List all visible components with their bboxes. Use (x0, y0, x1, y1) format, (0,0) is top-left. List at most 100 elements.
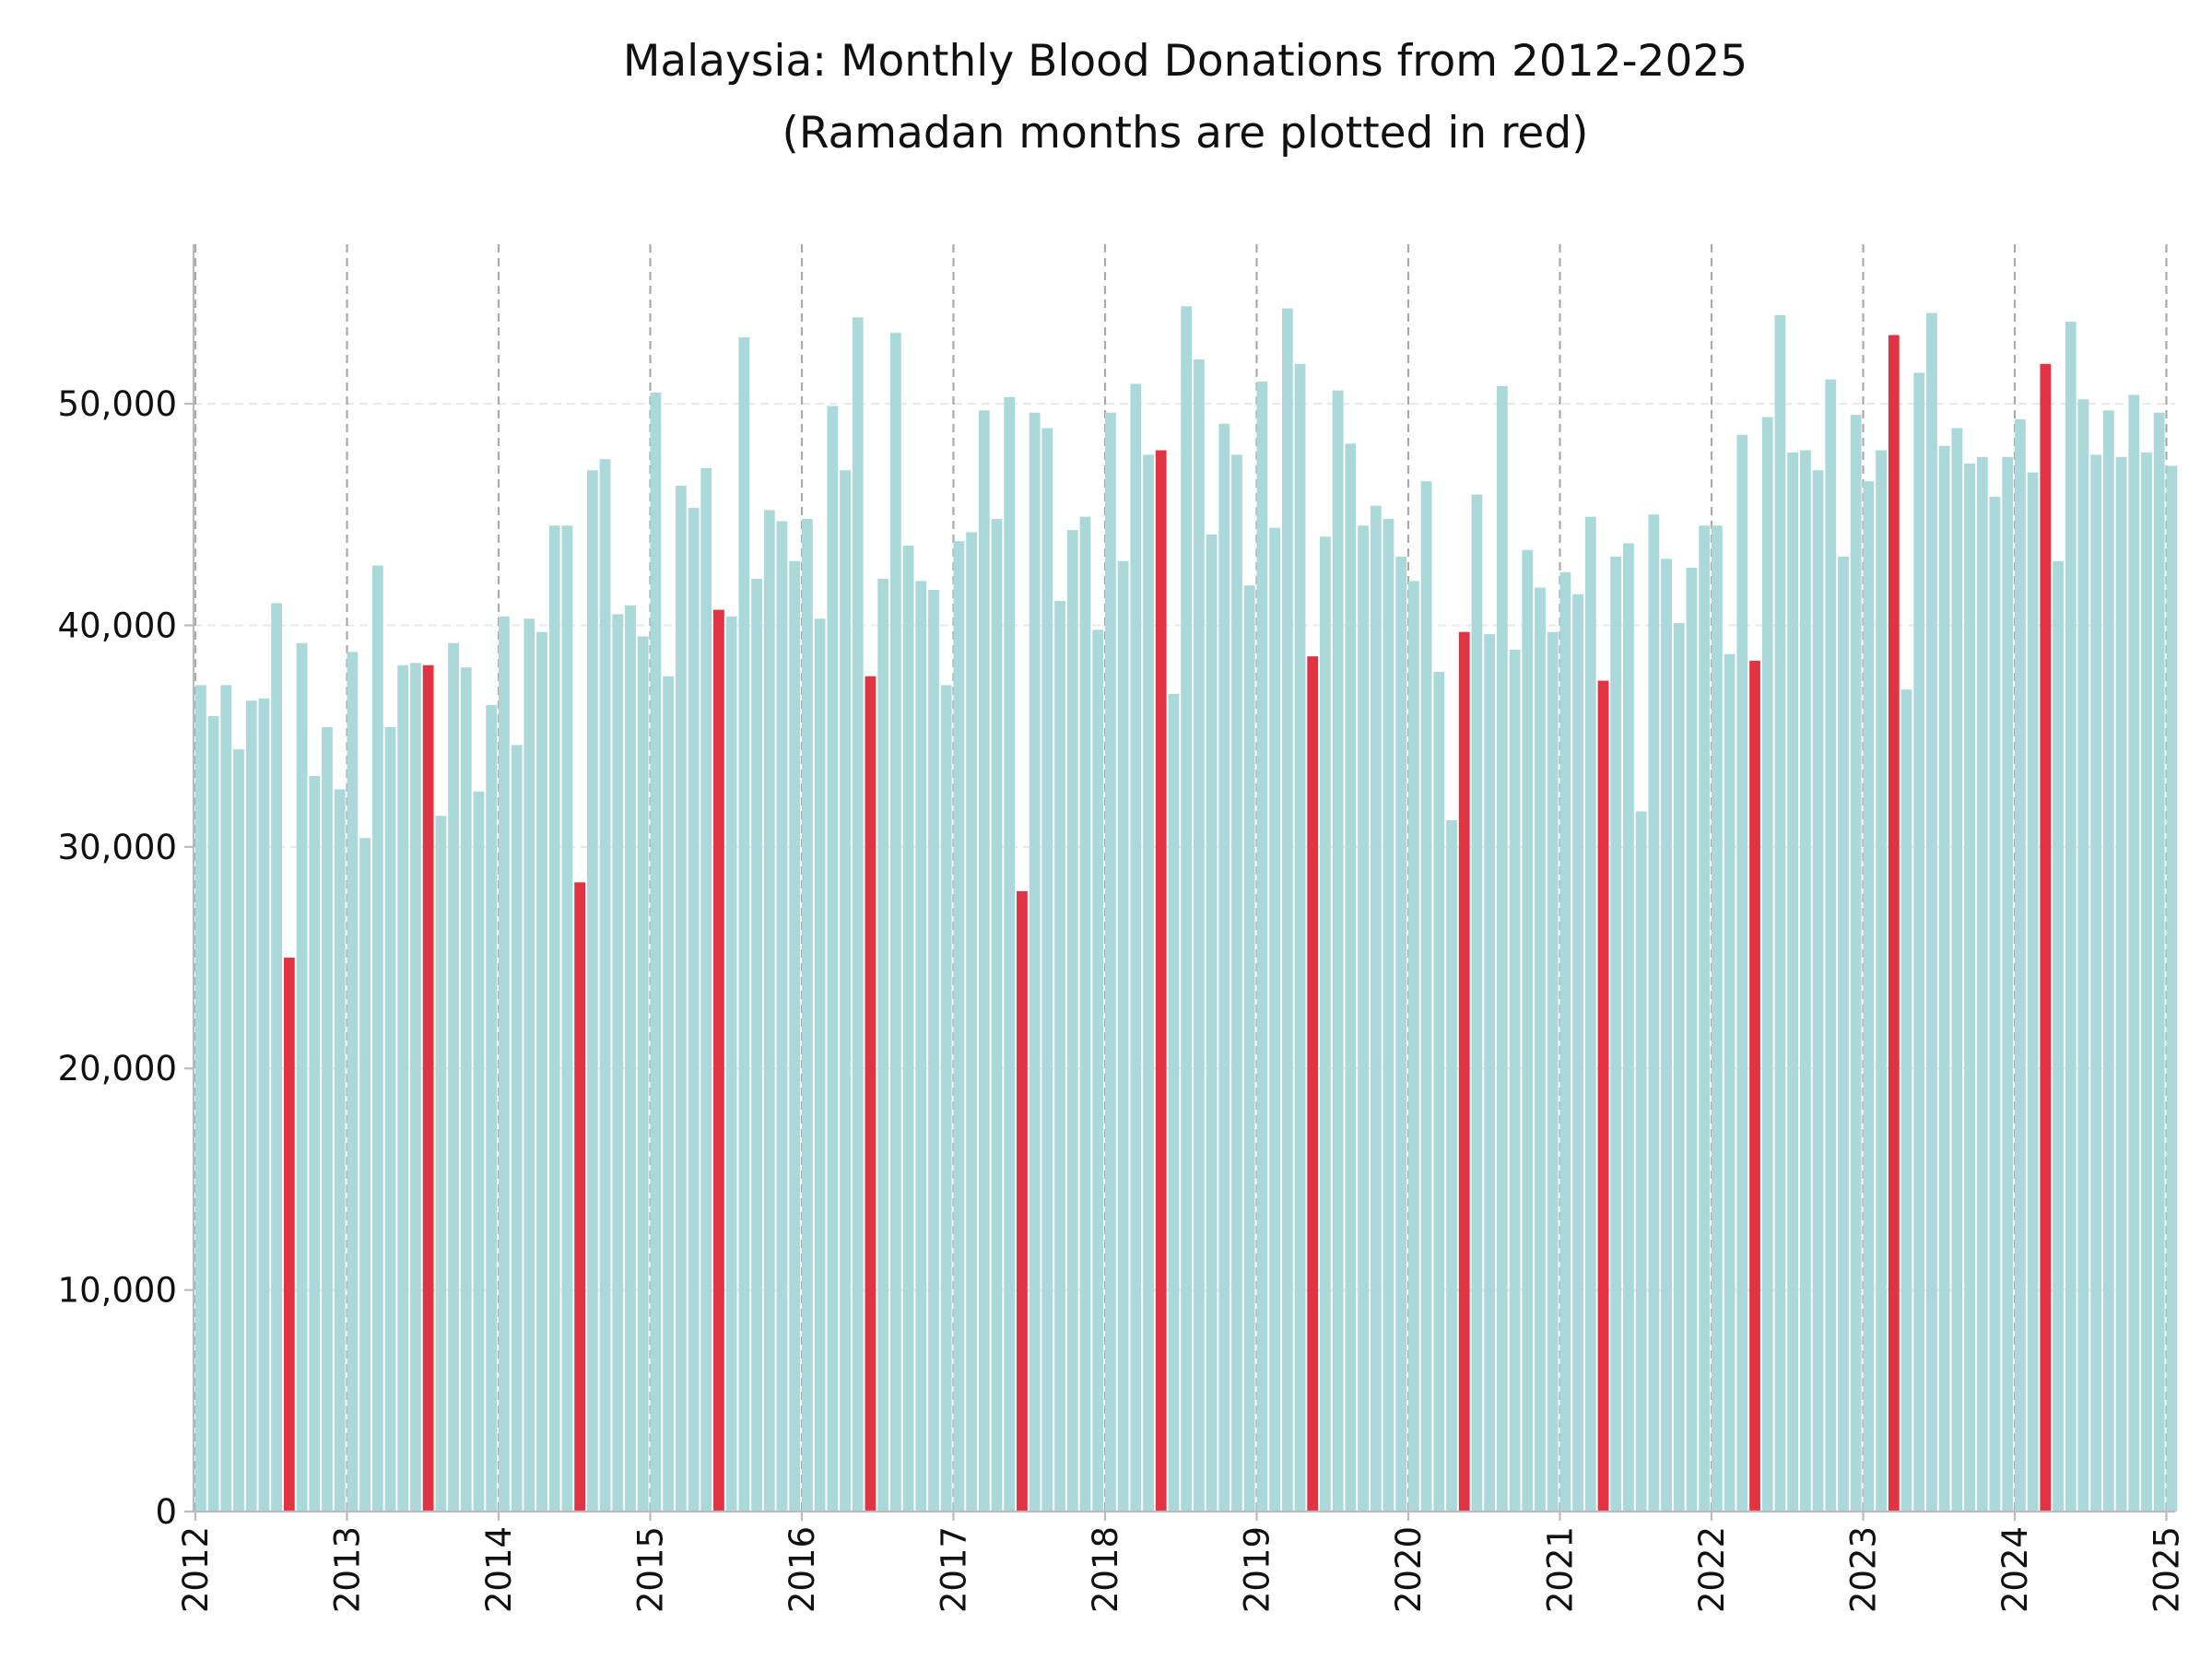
month-bar (1105, 412, 1116, 1512)
x-tick-label: 2019 (1238, 1526, 1277, 1613)
ramadan-bar (1458, 631, 1470, 1512)
month-bar (814, 618, 826, 1512)
y-tick-label: 50,000 (58, 384, 177, 424)
month-bar (1913, 372, 1925, 1512)
ramadan-bar (713, 609, 724, 1512)
month-bar (1699, 525, 1711, 1512)
month-bar (1661, 559, 1672, 1512)
month-bar (561, 525, 573, 1512)
month-bar (928, 590, 939, 1512)
month-bar (1206, 534, 1218, 1512)
month-bar (1041, 428, 1053, 1512)
month-bar (1774, 314, 1786, 1512)
month-bar (789, 560, 801, 1512)
x-tick-label: 2020 (1389, 1526, 1429, 1613)
month-bar (245, 700, 257, 1512)
ramadan-bar (1749, 660, 1760, 1512)
month-bar (359, 838, 371, 1512)
month-bar (1635, 811, 1647, 1512)
month-bar (1130, 383, 1142, 1512)
month-bar (1408, 581, 1419, 1512)
month-bar (978, 410, 990, 1512)
month-bar (1092, 629, 1104, 1512)
month-bar (1471, 494, 1483, 1512)
x-tick-label: 2022 (1692, 1526, 1732, 1613)
month-bar (486, 705, 498, 1512)
x-tick-label: 2017 (935, 1526, 974, 1613)
month-bar (1623, 543, 1634, 1512)
month-bar (1712, 525, 1723, 1512)
month-bar (751, 578, 762, 1512)
month-bar (309, 775, 321, 1512)
month-bar (1370, 505, 1382, 1512)
month-bar (1256, 382, 1268, 1512)
month-bar (650, 393, 662, 1512)
month-bar (966, 532, 977, 1512)
month-bar (1761, 417, 1773, 1512)
chart-subtitle: (Ramadan months are plotted in red) (782, 108, 1589, 159)
month-bar (1964, 463, 1975, 1512)
month-bar (448, 642, 459, 1512)
month-bar (802, 519, 813, 1512)
month-bar (1269, 527, 1280, 1512)
month-bar (1572, 594, 1583, 1512)
month-bar (435, 816, 447, 1512)
month-bar (738, 336, 750, 1512)
month-bar (940, 685, 952, 1512)
x-tick-label: 2018 (1086, 1526, 1125, 1613)
month-bar (2141, 452, 2152, 1512)
month-bar (725, 616, 737, 1512)
month-bar (1736, 434, 1748, 1512)
month-bar (1951, 428, 1963, 1512)
month-bar (2090, 454, 2102, 1512)
month-bar (1117, 560, 1129, 1512)
month-bar (2015, 418, 2026, 1512)
month-bar (1673, 623, 1685, 1512)
month-bar (1989, 497, 2001, 1512)
y-tick-label: 20,000 (58, 1049, 177, 1088)
month-bar (2065, 322, 2077, 1512)
month-bar (1535, 587, 1546, 1512)
axes: 0 10,000 20,000 30,000 40,000 50,000 2012 2013 2… (58, 244, 2187, 1613)
month-bar (334, 789, 346, 1512)
month-bar (271, 603, 283, 1512)
month-bar (1850, 415, 1862, 1512)
month-bar (889, 333, 901, 1512)
month-bar (877, 578, 889, 1512)
x-tick-label: 2014 (479, 1526, 519, 1613)
month-bar (2027, 472, 2039, 1512)
month-bar (371, 565, 383, 1512)
month-bar (1876, 450, 1887, 1512)
x-tick-label: 2013 (328, 1526, 368, 1613)
month-bar (499, 616, 510, 1512)
month-bar (1926, 312, 1937, 1512)
month-bar (1395, 556, 1407, 1512)
month-bar (1648, 514, 1660, 1512)
month-bar (384, 727, 396, 1512)
month-bar (586, 470, 598, 1512)
month-bar (1584, 516, 1596, 1512)
ramadan-bar (283, 958, 295, 1512)
month-bar (536, 631, 547, 1512)
month-bar (1484, 634, 1496, 1512)
month-bar (1054, 601, 1065, 1512)
month-bar (1496, 385, 1508, 1512)
y-tick-label: 40,000 (58, 606, 177, 645)
month-bar (258, 698, 270, 1512)
month-bar (1559, 571, 1571, 1512)
month-bar (1547, 631, 1559, 1512)
month-bar (776, 521, 788, 1512)
month-bar (902, 545, 914, 1512)
month-bar (1358, 525, 1369, 1512)
ramadan-bar (422, 665, 434, 1512)
month-bar (1294, 363, 1306, 1512)
y-tick-label: 30,000 (58, 828, 177, 867)
month-bar (1724, 653, 1735, 1512)
ramadan-bar (2040, 363, 2052, 1512)
x-tick-label: 2023 (1844, 1526, 1884, 1613)
month-bar (663, 676, 674, 1512)
month-bar (524, 618, 535, 1512)
month-bar (220, 685, 232, 1512)
month-bar (1231, 454, 1242, 1512)
